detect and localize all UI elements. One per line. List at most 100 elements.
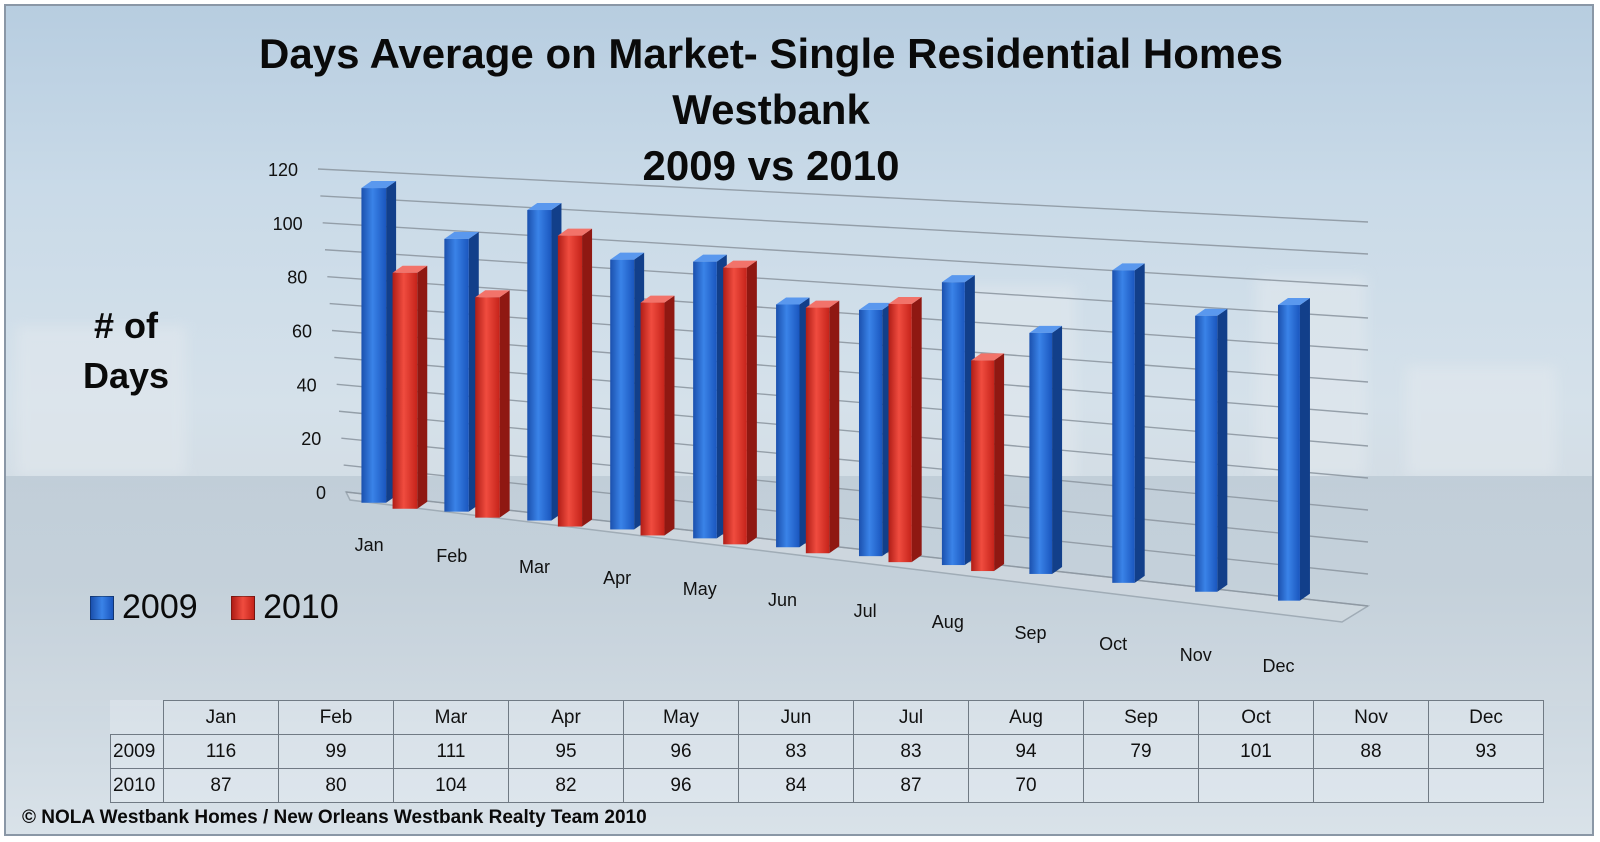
table-cell: 88: [1313, 734, 1429, 769]
bar-2010-side: [417, 265, 428, 509]
bar-chart: 0 20 40 60 80 100 120 Jan Feb Mar Apr May Jun Jul Aug…: [268, 160, 1371, 676]
y-tick-label: 0: [316, 483, 326, 503]
background-building: [16, 326, 186, 476]
x-tick-label: Dec: [1262, 656, 1294, 676]
bar-2010-side: [829, 300, 840, 554]
table-cell: 96: [623, 768, 739, 803]
y-axis-tick-labels: 0 20 40 60 80 100 120: [268, 160, 326, 503]
table-header-cell: Dec: [1428, 700, 1544, 735]
bar-2009-side: [1134, 263, 1145, 583]
bar-2009: [941, 282, 965, 566]
bar-2009: [1112, 270, 1135, 583]
bar-2010-side: [994, 353, 1005, 572]
bar-2009: [693, 261, 717, 539]
bar-2010: [640, 302, 665, 536]
y-tick-label: 60: [292, 322, 312, 342]
chart-title: Days Average on Market- Single Residenti…: [6, 26, 1536, 194]
bar-2009-side: [1052, 325, 1063, 574]
bar-2010-side: [664, 295, 675, 536]
bar-2009-top: [1029, 325, 1063, 333]
data-table: Jan Feb Mar Apr May Jun Jul Aug Sep Oct …: [110, 700, 1544, 803]
bar-2009-top: [527, 203, 562, 211]
bar-2010-side: [499, 290, 510, 518]
bar-2009-top: [1112, 263, 1145, 271]
bar-2009-top: [361, 181, 397, 189]
bar-2009: [1029, 332, 1053, 574]
bar-2010-top: [475, 290, 510, 298]
gridline: [322, 222, 1369, 287]
table-cell: 80: [278, 768, 394, 803]
bar-2009: [1278, 305, 1300, 601]
table-header-cell: Feb: [278, 700, 394, 735]
bar-2010: [723, 267, 747, 545]
bar-2010: [805, 307, 830, 554]
bar-2009: [527, 210, 552, 521]
table-cell: 104: [393, 768, 509, 803]
x-tick-label: Mar: [519, 557, 550, 577]
legend-label: 2009: [122, 588, 198, 626]
x-tick-label: Jul: [854, 601, 877, 621]
bar-2009: [776, 304, 800, 548]
bar-2010: [557, 235, 583, 527]
legend-swatch-2010: [231, 595, 256, 620]
bar-2009-top: [776, 297, 810, 305]
bar-2009: [361, 188, 387, 503]
chart-title-line: Days Average on Market- Single Residenti…: [259, 30, 1283, 77]
table-cell: 94: [968, 734, 1084, 769]
chart-title-line: 2009 vs 2010: [642, 142, 900, 189]
y-axis-label-line: # of: [93, 305, 158, 346]
legend-swatch-2009: [90, 595, 114, 620]
bar-2010-top: [805, 300, 840, 308]
table-cell: 101: [1198, 734, 1314, 769]
table-cell: [1428, 768, 1544, 803]
gridline: [327, 275, 1369, 351]
table-cell: 87: [163, 768, 279, 803]
x-tick-label: Feb: [436, 546, 467, 566]
bar-2010: [971, 360, 995, 572]
background-building: [1256, 276, 1366, 476]
x-tick-label: May: [683, 579, 717, 599]
table-cell: 70: [968, 768, 1084, 803]
bar-2009-top: [1195, 308, 1228, 316]
bar-2010: [888, 304, 912, 563]
legend: 2009 2010: [90, 588, 363, 629]
bar-2009: [444, 238, 469, 512]
table-header-cell: May: [623, 700, 739, 735]
table-header-cell: Jul: [853, 700, 969, 735]
bar-2009: [610, 259, 635, 530]
bar-2010-side: [746, 260, 757, 545]
bar-2010: [392, 272, 418, 509]
bars: [361, 181, 1310, 601]
bar-2010-top: [971, 353, 1005, 361]
bar-2010-top: [392, 265, 428, 273]
bar-2009-top: [610, 252, 645, 260]
copyright-footer: © NOLA Westbank Homes / New Orleans West…: [22, 807, 647, 828]
table-row-label: 2009: [110, 734, 164, 769]
bar-2009: [1195, 315, 1218, 592]
table-cell: [1198, 768, 1314, 803]
table-cell: 111: [393, 734, 509, 769]
table-row: 2010 87 80 104 82 96 84 87 70: [110, 768, 1544, 803]
table-cell: 116: [163, 734, 279, 769]
x-tick-label: Aug: [932, 612, 964, 632]
background-building: [1406, 366, 1556, 476]
table-header-cell: Mar: [393, 700, 509, 735]
legend-item-2009: 2009: [90, 588, 198, 627]
table-cell: 83: [738, 734, 854, 769]
table-cell: 93: [1428, 734, 1544, 769]
table-header-cell: Nov: [1313, 700, 1429, 735]
y-tick-label: 40: [297, 375, 317, 395]
table-cell: 96: [623, 734, 739, 769]
table-header-cell: Sep: [1083, 700, 1199, 735]
bar-2009-top: [693, 254, 727, 262]
x-tick-label: Jun: [768, 590, 797, 610]
bar-2009-top: [941, 275, 975, 283]
table-header-cell: Jan: [163, 700, 279, 735]
table-cell: 95: [508, 734, 624, 769]
table-header-cell: Apr: [508, 700, 624, 735]
y-axis-label-line: Days: [82, 355, 170, 396]
x-tick-label: Oct: [1099, 634, 1127, 654]
x-tick-label: Jan: [355, 535, 384, 555]
chart-frame: 0 20 40 60 80 100 120 Jan Feb Mar Apr May Jun Jul Aug…: [4, 4, 1594, 836]
table-cell: 99: [278, 734, 394, 769]
